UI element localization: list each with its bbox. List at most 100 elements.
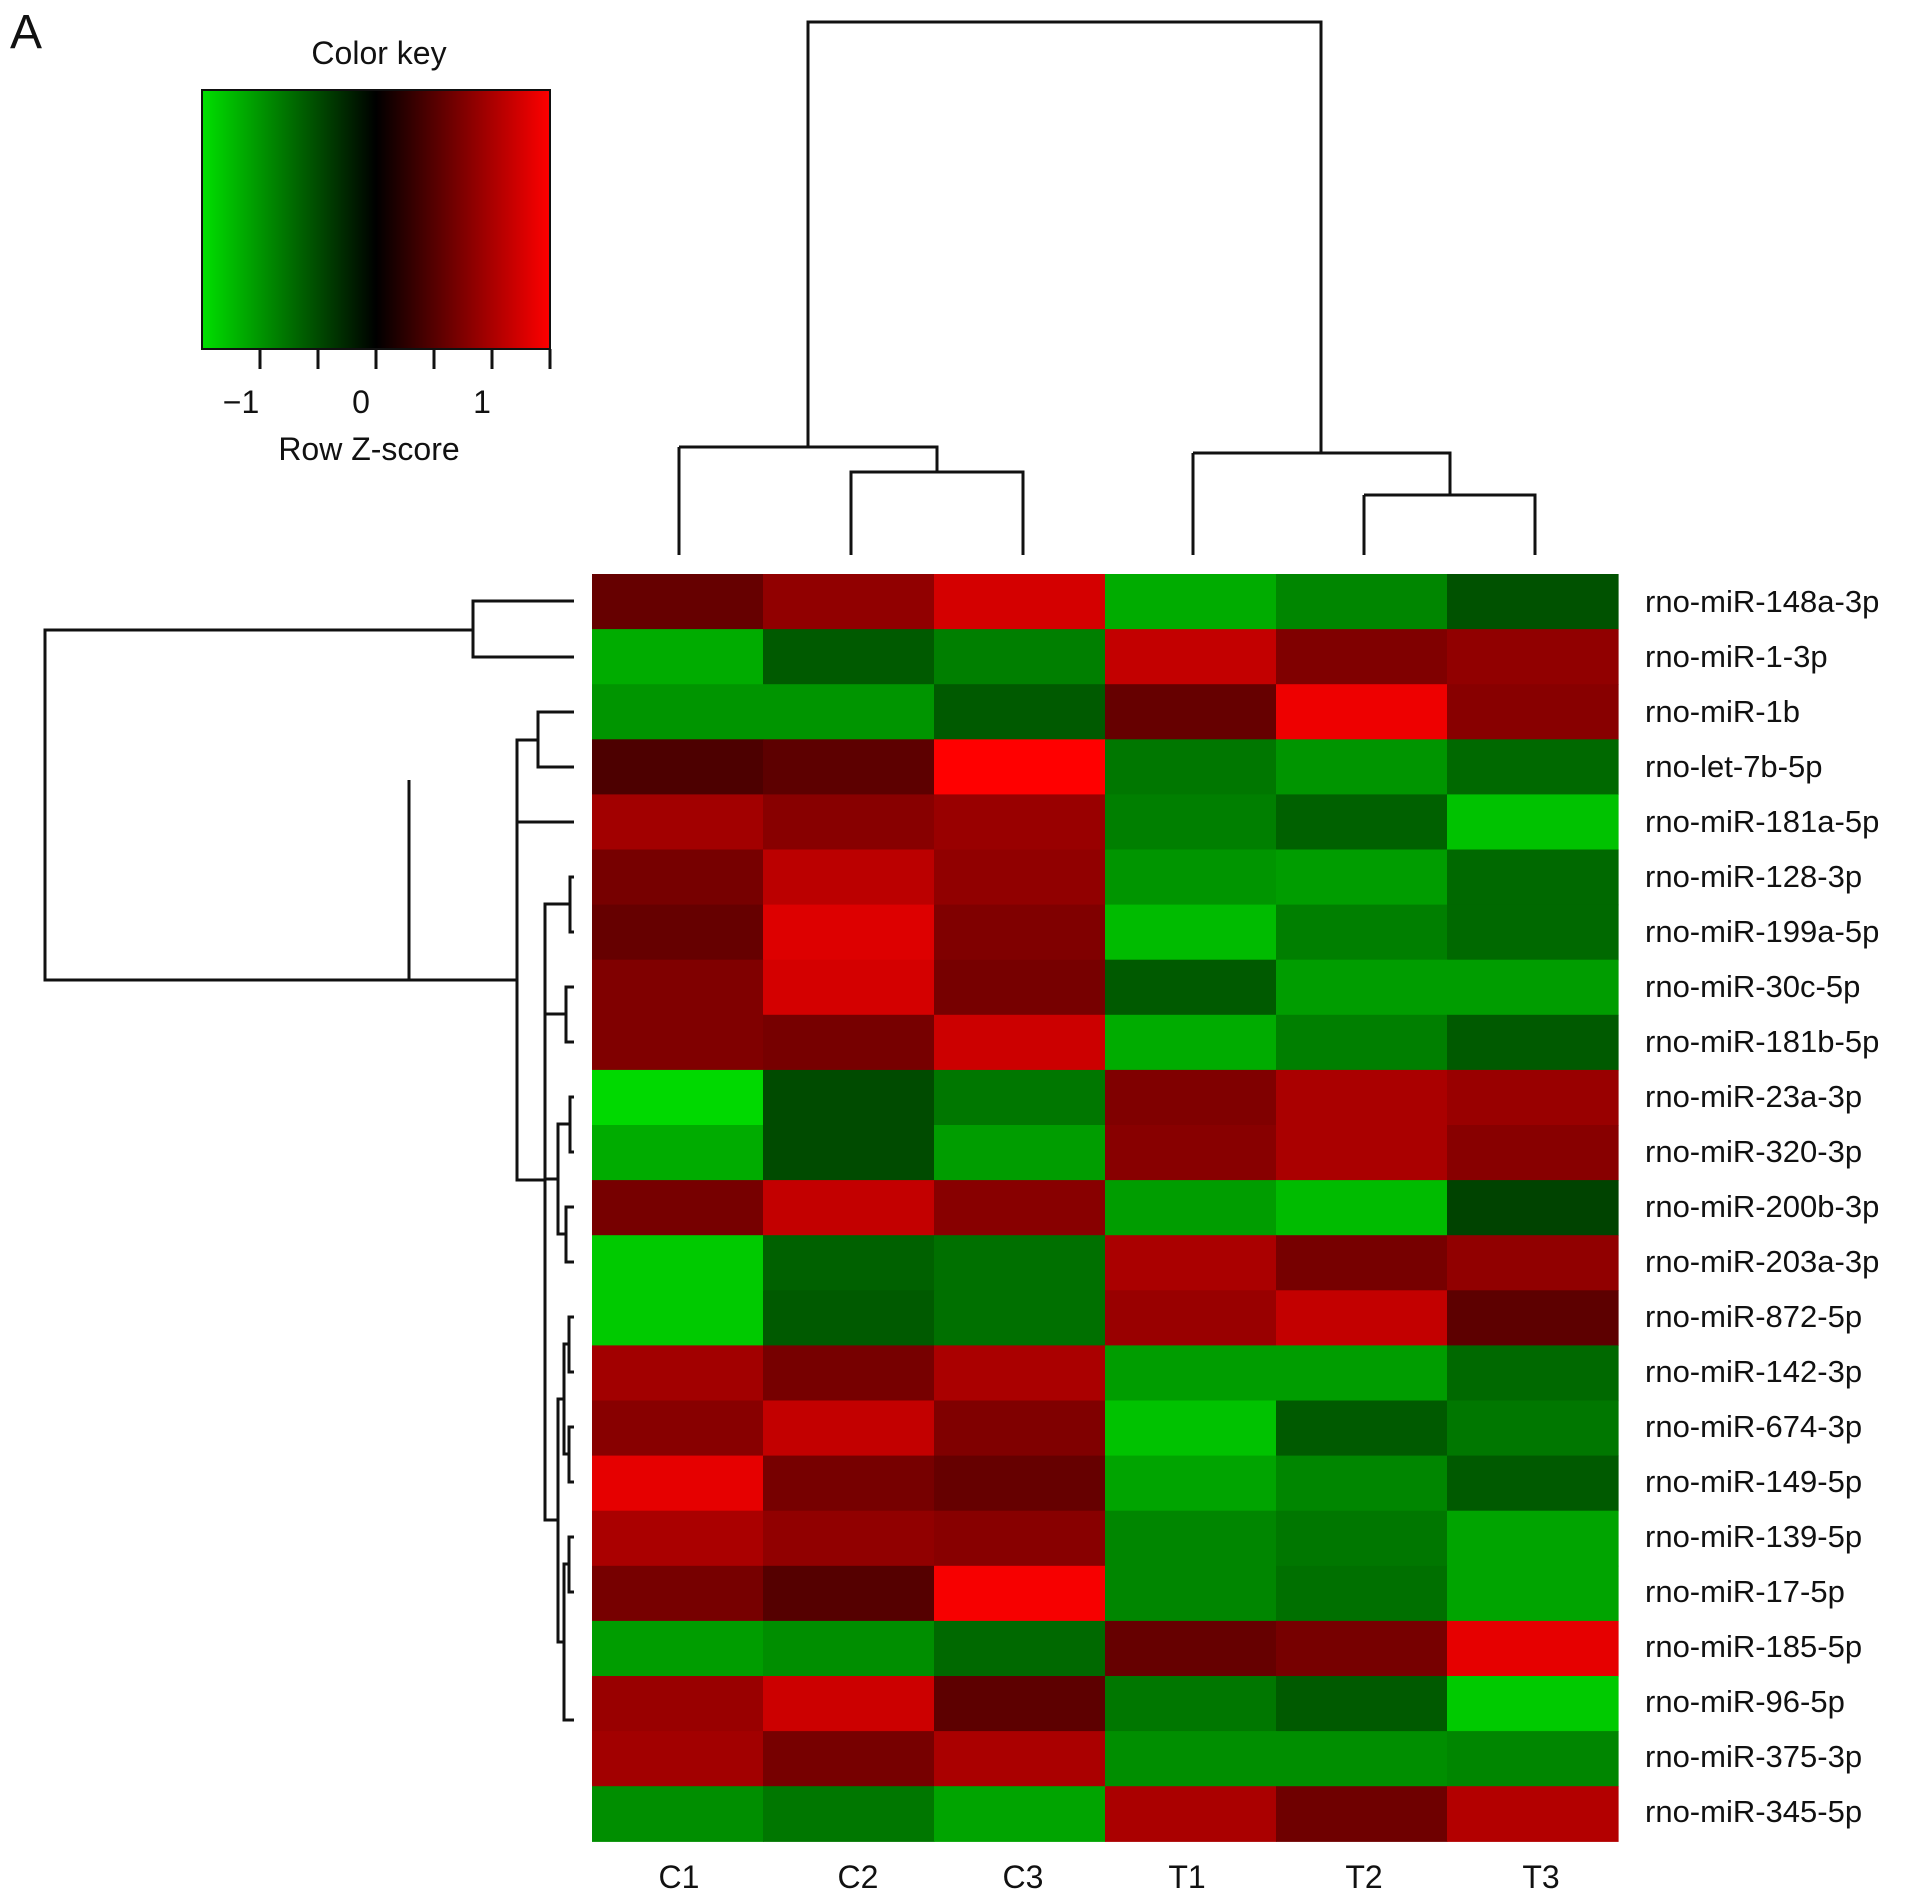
heatmap-cell [592, 959, 764, 1016]
heatmap-cell [1276, 959, 1448, 1016]
heatmap-cell [1105, 1125, 1277, 1181]
heatmap-cell [1447, 1345, 1619, 1402]
column-dendrogram [677, 20, 1537, 555]
heatmap-cell [763, 1014, 935, 1071]
heatmap-cell [1276, 1786, 1448, 1842]
heatmap-cell [1276, 739, 1448, 795]
heatmap-cell [934, 1676, 1106, 1732]
heatmap-cell [934, 1731, 1106, 1787]
heatmap-cell [592, 684, 764, 740]
heatmap-cell [1447, 1620, 1619, 1677]
panel-label: A [10, 6, 42, 59]
heatmap-cell [592, 849, 764, 906]
heatmap-cell [1447, 1125, 1619, 1181]
column-label: C1 [659, 1859, 700, 1895]
heatmap-cell [1276, 1345, 1448, 1402]
heatmap-cell [1447, 1676, 1619, 1732]
row-label: rno-let-7b-5p [1645, 749, 1822, 784]
heatmap-cell [763, 1786, 935, 1842]
row-labels: rno-miR-148a-3p rno-miR-1-3p rno-miR-1b … [1645, 584, 1879, 1829]
color-key-gradient [201, 89, 551, 350]
heatmap-cell [763, 1455, 935, 1512]
heatmap-cell [763, 959, 935, 1016]
heatmap-cell [934, 1014, 1106, 1071]
heatmap-cell [1105, 794, 1277, 851]
heatmap-cell [1447, 1455, 1619, 1512]
heatmap-cell [934, 794, 1106, 851]
row-label: rno-miR-128-3p [1645, 859, 1862, 894]
row-label: rno-miR-199a-5p [1645, 914, 1879, 949]
heatmap-cell [1105, 1290, 1277, 1346]
heatmap-cell [763, 1620, 935, 1677]
heatmap-cell [1447, 1235, 1619, 1291]
heatmap-cell [1105, 849, 1277, 906]
heatmap-cell [1447, 794, 1619, 851]
heatmap-cell [1276, 794, 1448, 851]
heatmap-cell [1105, 1731, 1277, 1787]
heatmap-cell [592, 1180, 764, 1236]
heatmap-cell [592, 794, 764, 851]
row-label: rno-miR-345-5p [1645, 1794, 1862, 1829]
heatmap-cell [1276, 1125, 1448, 1181]
heatmap-cell [1276, 1069, 1448, 1126]
heatmap-cell [1105, 1455, 1277, 1512]
row-label: rno-miR-17-5p [1645, 1574, 1845, 1609]
heatmap-cell [592, 1345, 764, 1402]
heatmap-cell [1447, 739, 1619, 795]
heatmap-cell [592, 1620, 764, 1677]
row-label: rno-miR-1b [1645, 694, 1800, 729]
heatmap-cell [1276, 1290, 1448, 1346]
heatmap-cell [1447, 1510, 1619, 1567]
heatmap-cell [1447, 1180, 1619, 1236]
column-label: T1 [1168, 1859, 1205, 1895]
heatmap-cell [934, 1620, 1106, 1677]
heatmap-cell [1105, 684, 1277, 740]
heatmap-cell [1105, 1676, 1277, 1732]
color-key-ticks [258, 349, 552, 369]
row-label: rno-miR-148a-3p [1645, 584, 1879, 619]
color-key-tick-label: −1 [223, 384, 259, 420]
column-label: C2 [838, 1859, 879, 1895]
heatmap-cell [1276, 1235, 1448, 1291]
row-label: rno-miR-674-3p [1645, 1409, 1862, 1444]
heatmap-cell [1276, 1014, 1448, 1071]
heatmap-cell [1276, 684, 1448, 740]
heatmap-cell [763, 684, 935, 740]
heatmap-cell [1447, 1731, 1619, 1787]
heatmap-cell [763, 794, 935, 851]
heatmap-cell [1105, 1069, 1277, 1126]
heatmap-cell [592, 1676, 764, 1732]
column-label: T2 [1345, 1859, 1382, 1895]
row-label: rno-miR-23a-3p [1645, 1079, 1862, 1114]
row-label: rno-miR-96-5p [1645, 1684, 1845, 1719]
heatmap-cell [1105, 1510, 1277, 1567]
heatmap-cell [1105, 574, 1277, 630]
heatmap-cell [763, 1180, 935, 1236]
heatmap-cell [592, 629, 764, 685]
heatmap-cell [1105, 959, 1277, 1016]
row-label: rno-miR-139-5p [1645, 1519, 1862, 1554]
row-label: rno-miR-200b-3p [1645, 1189, 1879, 1224]
heatmap-cell [1276, 1731, 1448, 1787]
heatmap-cell [592, 1731, 764, 1787]
heatmap-cell [592, 1125, 764, 1181]
heatmap-cells [592, 574, 1619, 1842]
heatmap-cell [763, 849, 935, 906]
heatmap-cell [934, 574, 1106, 630]
heatmap-cell [934, 1510, 1106, 1567]
heatmap-cell [1447, 904, 1619, 961]
heatmap-cell [592, 1455, 764, 1512]
heatmap-cell [1276, 1510, 1448, 1567]
row-label: rno-miR-30c-5p [1645, 969, 1860, 1004]
heatmap-cell [1105, 1345, 1277, 1402]
heatmap-cell [934, 1069, 1106, 1126]
heatmap-cell [1276, 1180, 1448, 1236]
heatmap-cell [934, 959, 1106, 1016]
heatmap-cell [763, 1235, 935, 1291]
heatmap-cell [763, 574, 935, 630]
row-label: rno-miR-181a-5p [1645, 804, 1879, 839]
heatmap-cell [763, 1069, 935, 1126]
heatmap-cell [592, 1235, 764, 1291]
heatmap-cell [1105, 1014, 1277, 1071]
heatmap-cell [592, 1510, 764, 1567]
